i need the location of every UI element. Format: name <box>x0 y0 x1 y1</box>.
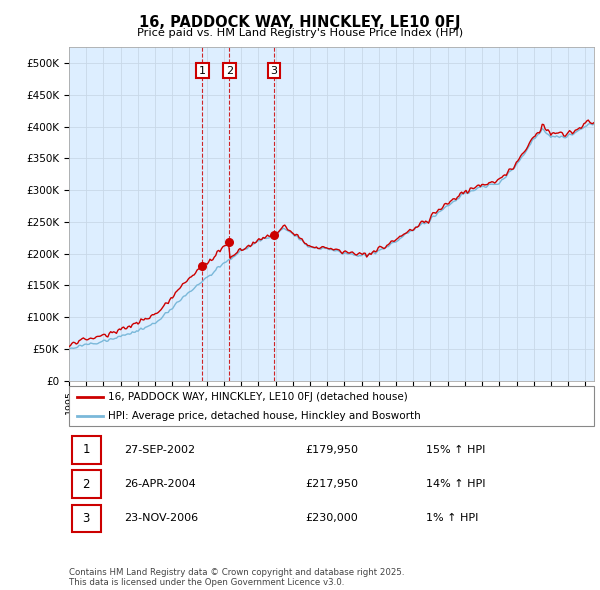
Text: 1% ↑ HPI: 1% ↑ HPI <box>426 513 478 523</box>
Text: 2: 2 <box>82 477 90 491</box>
Text: 14% ↑ HPI: 14% ↑ HPI <box>426 479 485 489</box>
Text: £179,950: £179,950 <box>305 445 358 455</box>
Text: 27-SEP-2002: 27-SEP-2002 <box>124 445 195 455</box>
Text: 3: 3 <box>82 512 90 525</box>
Text: 16, PADDOCK WAY, HINCKLEY, LE10 0FJ (detached house): 16, PADDOCK WAY, HINCKLEY, LE10 0FJ (det… <box>109 392 408 402</box>
Text: 1: 1 <box>82 443 90 457</box>
Text: Price paid vs. HM Land Registry's House Price Index (HPI): Price paid vs. HM Land Registry's House … <box>137 28 463 38</box>
Text: Contains HM Land Registry data © Crown copyright and database right 2025.
This d: Contains HM Land Registry data © Crown c… <box>69 568 404 587</box>
Text: 26-APR-2004: 26-APR-2004 <box>124 479 196 489</box>
Bar <box>71 504 101 532</box>
Text: 1: 1 <box>199 65 206 76</box>
Text: 3: 3 <box>271 65 277 76</box>
Bar <box>71 436 101 464</box>
Text: HPI: Average price, detached house, Hinckley and Bosworth: HPI: Average price, detached house, Hinc… <box>109 411 421 421</box>
Text: £217,950: £217,950 <box>305 479 358 489</box>
Bar <box>71 470 101 498</box>
Text: 2: 2 <box>226 65 233 76</box>
Text: £230,000: £230,000 <box>305 513 358 523</box>
Text: 23-NOV-2006: 23-NOV-2006 <box>124 513 198 523</box>
Text: 15% ↑ HPI: 15% ↑ HPI <box>426 445 485 455</box>
Text: 16, PADDOCK WAY, HINCKLEY, LE10 0FJ: 16, PADDOCK WAY, HINCKLEY, LE10 0FJ <box>139 15 461 30</box>
